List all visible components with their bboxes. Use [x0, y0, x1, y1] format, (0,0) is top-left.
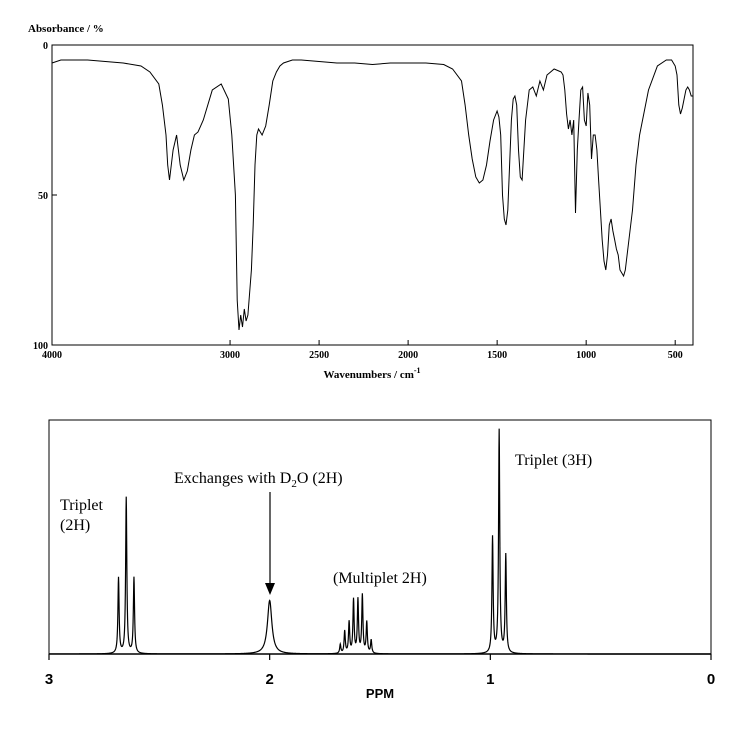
ir-x-tick-label: 1500: [487, 350, 507, 361]
ir-x-tick-label: 2500: [309, 350, 329, 361]
ir-x-ticks: 4000 3000 2500 2000 1500 1000 500: [42, 340, 683, 361]
ir-x-tick-label: 2000: [398, 350, 418, 361]
nmr-x-ticks: 3 2 1 0: [45, 654, 715, 688]
ir-y-tick-label: 50: [38, 191, 48, 202]
ir-x-tick-label: 3000: [220, 350, 240, 361]
nmr-x-tick-label: 0: [707, 671, 715, 688]
annotation-triplet-3h: Triplet (3H): [515, 452, 592, 469]
nmr-x-axis-label: PPM: [366, 686, 394, 701]
annotation-exchanges-d2o: Exchanges with D2O (2H): [174, 470, 343, 490]
ir-x-tick-label: 500: [668, 350, 683, 361]
nmr-x-tick-label: 3: [45, 671, 53, 688]
exchange-arrow-head: [265, 583, 275, 595]
annotation-multiplet-2h: (Multiplet 2H): [333, 570, 427, 587]
ir-spectrum-chart: Absorbance / % 0 50 100 4000 3000 2500 2000 15…: [28, 23, 694, 381]
ir-x-tick-label: 4000: [42, 350, 62, 361]
nmr-signal-line: [49, 428, 711, 655]
ir-x-tick-label: 1000: [576, 350, 596, 361]
annotation-triplet-2h-line2: (2H): [60, 517, 90, 534]
annotation-triplet-2h-line1: Triplet: [60, 497, 104, 514]
nmr-x-tick-label: 2: [265, 671, 273, 688]
nmr-x-tick-label: 1: [486, 671, 494, 688]
ir-y-tick-label: 0: [43, 41, 48, 52]
ir-y-axis-label: Absorbance / %: [28, 23, 104, 35]
ir-absorbance-line: [51, 59, 693, 331]
ir-y-ticks: 0 50 100: [33, 41, 57, 352]
nmr-spectrum-chart: 3 2 1 0 PPM Triplet (2H) Exchanges with D2O…: [45, 419, 715, 701]
ir-y-tick-label: 100: [33, 341, 48, 352]
ir-x-axis-label: Wavenumbers / cm-1: [323, 366, 420, 381]
nmr-plot-frame: [48, 419, 712, 655]
ir-plot-frame: [51, 44, 694, 346]
